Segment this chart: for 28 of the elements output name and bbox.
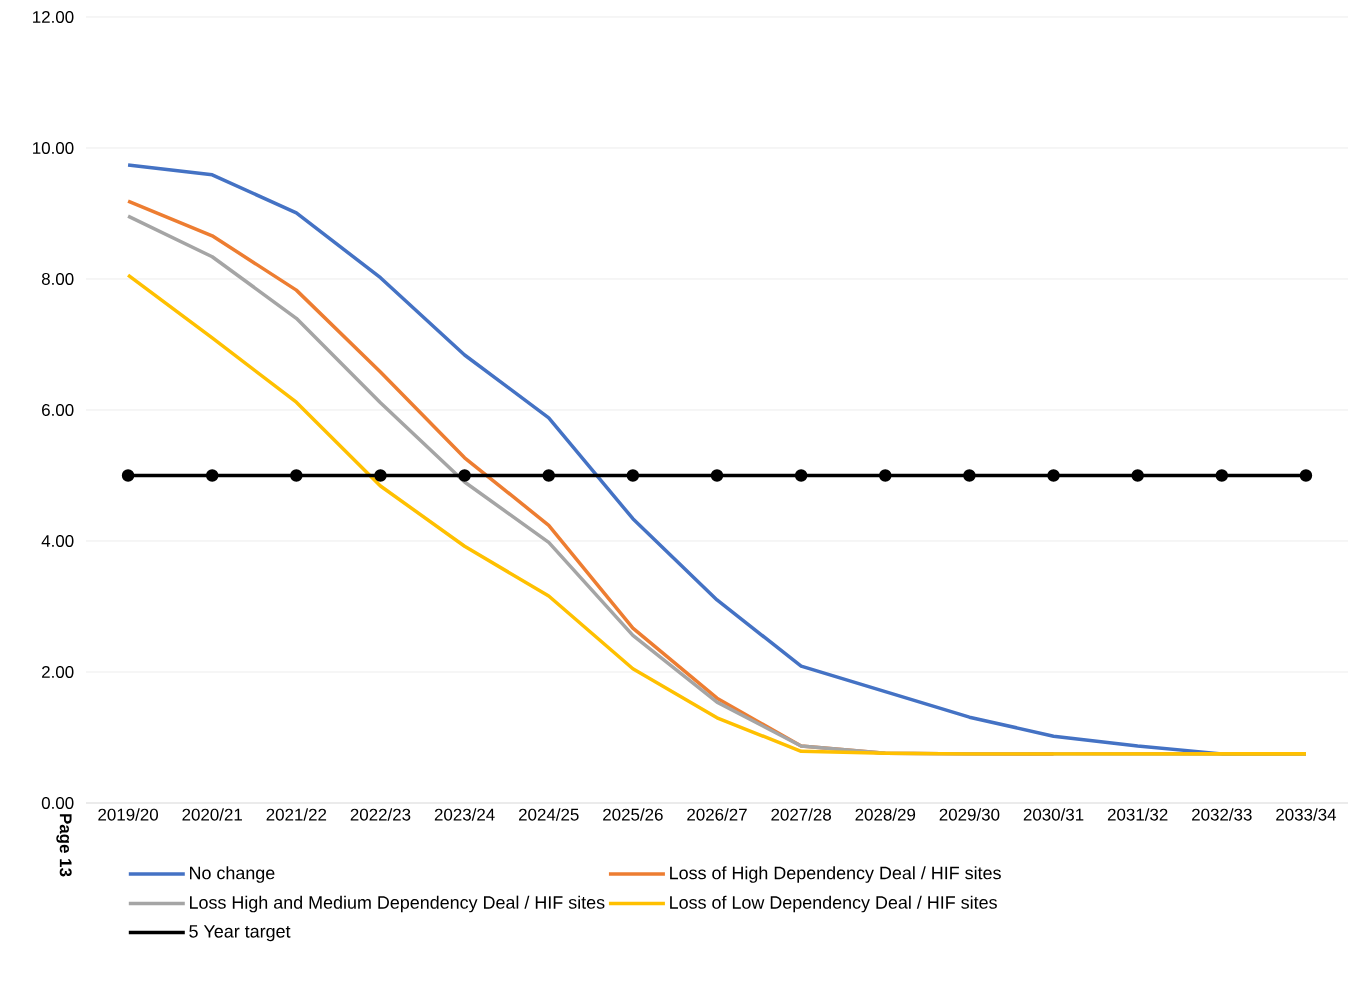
x-tick-label: 2032/33 xyxy=(1192,808,1252,821)
x-tick-label: 2021/22 xyxy=(266,808,327,821)
legend-label: Loss of Low Dependency Deal / HIF sites xyxy=(670,895,997,913)
legend-label: 5 Year target xyxy=(189,925,291,942)
text: Page 13 xyxy=(56,814,72,877)
x-tick-label: 2024/25 xyxy=(518,808,579,821)
x-tick-label: 2027/28 xyxy=(771,808,832,821)
y-tick-label: 10.00 xyxy=(33,141,74,154)
legend-label: No change xyxy=(190,866,275,883)
legend-label: Loss of High Dependency Deal / HIF sites xyxy=(670,866,1001,883)
x-tick-label: 2020/21 xyxy=(182,808,242,821)
x-tick-label: 2023/24 xyxy=(434,808,495,821)
x-tick-label: 2026/27 xyxy=(687,808,747,821)
x-tick-label: 2025/26 xyxy=(603,808,663,821)
y-tick-label: 12.00 xyxy=(33,10,74,23)
y-tick-label: 0.00 xyxy=(41,797,74,809)
y-tick-label: 4.00 xyxy=(41,535,74,547)
x-tick-label: 2031/32 xyxy=(1107,808,1168,821)
x-tick-label: 2028/29 xyxy=(855,808,916,821)
x-tick-label: 2022/23 xyxy=(350,808,411,821)
legend-label: Loss High and Medium Dependency Deal / HIF sites xyxy=(190,895,605,913)
x-tick-label: 2019/20 xyxy=(98,808,159,821)
x-tick-label: 2033/34 xyxy=(1276,808,1337,821)
y-tick-label: 8.00 xyxy=(41,273,74,285)
x-tick-label: 2030/31 xyxy=(1023,808,1084,821)
x-tick-label: 2029/30 xyxy=(939,808,1000,821)
y-tick-label: 6.00 xyxy=(42,404,74,416)
y-tick-label: 2.00 xyxy=(42,666,74,678)
